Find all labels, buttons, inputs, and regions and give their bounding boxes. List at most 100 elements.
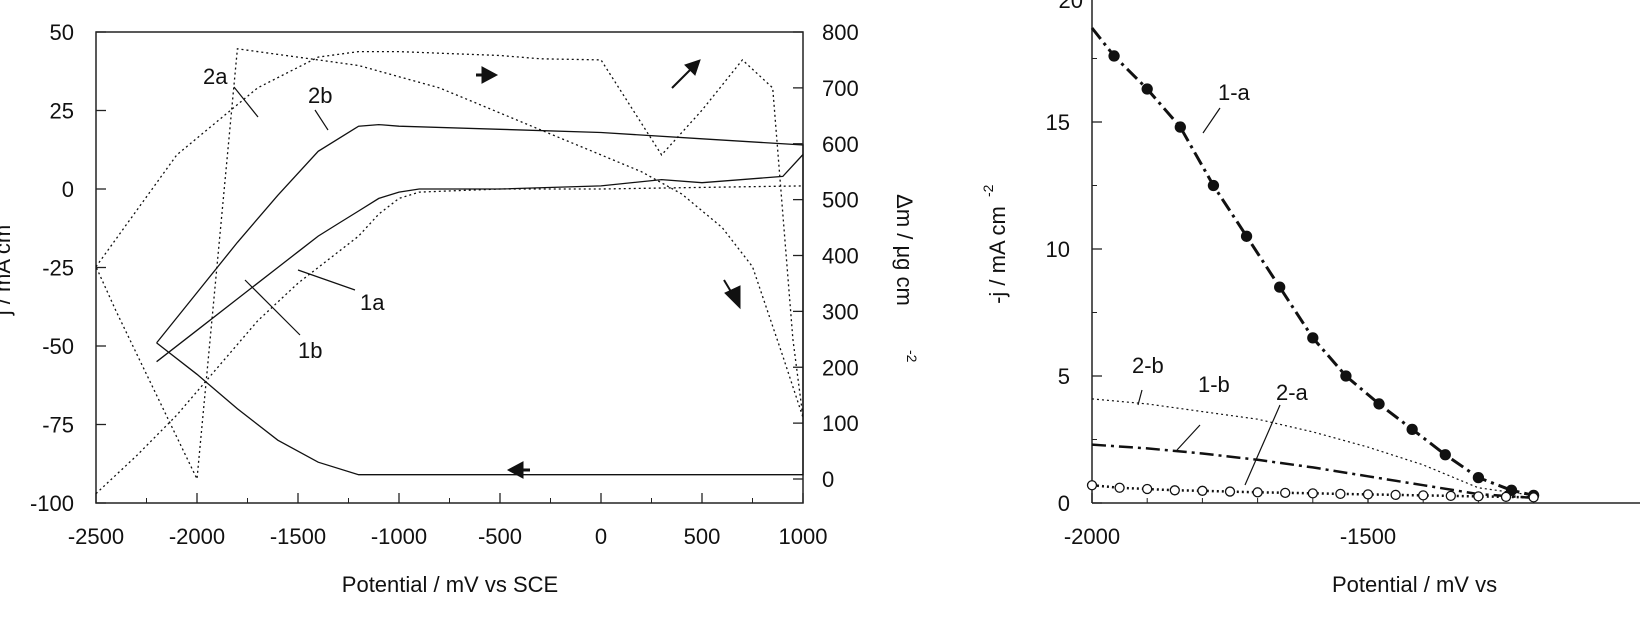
right-point-2-a [1307,488,1318,499]
left-x-tick-label: -1000 [371,524,427,549]
left-y2-tick-label: 300 [822,299,859,324]
right-label-2-b: 2-b [1132,353,1164,378]
right-point-1-a [1240,230,1253,242]
right-point-1-a [1373,398,1385,410]
right-point-1-a [1108,50,1120,62]
left-y2-tick-label: 100 [822,411,859,436]
right-y-tick-label: 15 [1046,110,1070,135]
left-y2-ticks: 800 700 600 500 400 300 200 100 0 [793,20,859,492]
right-y-axis-label: -j / mA cm [985,206,1010,304]
right-y-tick-label: 5 [1058,364,1070,389]
right-label-1-a: 1-a [1218,80,1251,105]
right-y-axis-label-group: -j / mA cm -2 [980,184,1010,304]
right-point-2-a [1528,492,1539,503]
right-series-1-a [1090,27,1534,497]
left-x-tick-label: -2500 [68,524,124,549]
right-series-1-b [1091,443,1534,500]
right-point-2-a [1197,485,1208,496]
right-point-2-a [1390,489,1401,501]
left-label-1a: 1a [360,290,385,315]
right-point-1-a [1439,449,1451,461]
right-point-2-a [1280,487,1291,498]
right-point-2-a [1252,487,1263,498]
left-y-tick-label: -100 [30,491,74,516]
arrow-left-icon [506,461,530,479]
left-y2-tick-label: 200 [822,355,859,380]
right-x-axis-label: Potential / mV vs [1332,572,1497,597]
left-label-1b: 1b [298,338,322,363]
right-point-1-a [1141,83,1153,95]
right-point-2-a [1114,482,1125,493]
right-point-1-a [1406,423,1418,435]
left-x-tick-label: 1000 [779,524,828,549]
right-point-2-a [1169,485,1180,496]
right-point-2-a [1142,483,1153,495]
right-y-ticks: 0 5 10 15 [1046,58,1102,516]
left-label-2a: 2a [203,64,228,89]
right-point-2-a [1086,480,1098,491]
right-point-1-a [1207,179,1220,192]
left-y2-axis-label: Δm / μg cm [892,194,917,306]
left-y-tick-label: -75 [42,413,74,438]
left-y2-tick-label: 700 [822,76,859,101]
left-y2-axis-label-group: Δm / μg cm -2 [892,194,920,363]
left-series-group [95,48,804,495]
left-leader-lines [233,86,356,336]
right-y-tick-20-partial: 20 [1059,0,1083,13]
right-point-2-a [1445,490,1456,502]
left-x-ticks: -2500 -2000 -1500 -1000 -500 0 500 1000 [68,493,828,549]
arrow-up-right-icon [671,59,701,89]
left-series-2b [156,123,804,476]
arrow-down-icon [723,279,741,310]
right-point-1-a [1174,121,1186,133]
right-series-group [1086,27,1540,503]
right-point-2-a [1473,491,1484,502]
left-x-tick-label: 0 [595,524,607,549]
right-point-2-a [1224,486,1236,497]
left-y2-tick-label: 0 [822,467,834,492]
right-y-tick-label: 10 [1046,237,1070,262]
left-series-2a [95,48,804,482]
right-y-axis-label-exp: -2 [980,184,996,197]
left-plot-frame [95,31,804,504]
left-y-ticks: 50 25 0 -25 -50 -75 -100 [30,20,106,516]
right-x-tick-label: -2000 [1064,524,1120,549]
left-y-tick-label: 0 [62,177,74,202]
left-x-tick-label: -1500 [270,524,326,549]
right-point-1-a [1274,281,1286,293]
right-point-2-a [1335,488,1346,500]
right-point-2-a [1418,490,1429,501]
left-y2-tick-label: 500 [822,188,859,213]
left-series-1a [95,185,804,495]
left-y2-axis-label-exp: -2 [904,350,920,363]
left-x-axis-label: Potential / mV vs SCE [342,572,558,597]
left-y-axis-label: j / mA cm [0,225,15,316]
right-series-2-b [1091,398,1534,496]
left-series-1b [156,154,804,363]
left-y2-tick-label: 400 [822,244,859,269]
left-label-2b: 2b [308,83,332,108]
left-x-tick-label: -2000 [169,524,225,549]
right-label-2-a: 2-a [1276,380,1309,405]
left-x-tick-label: 500 [684,524,721,549]
arrow-right-icon [476,66,499,84]
right-y-tick-label: 0 [1058,491,1070,516]
right-x-ticks: -2000 -1500 [1064,493,1535,549]
right-point-2-a [1500,491,1512,503]
right-point-1-a [1340,370,1352,382]
left-y-tick-label: 50 [50,20,74,45]
left-y2-tick-label: 800 [822,20,859,45]
left-y2-tick-label: 600 [822,132,859,157]
left-y-tick-label: -50 [42,334,74,359]
right-point-1-a [1307,332,1319,344]
direction-arrows [476,59,741,479]
left-x-tick-label: -500 [478,524,522,549]
left-y-tick-label: -25 [42,256,74,281]
right-label-1-b: 1-b [1198,372,1230,397]
right-leader-lines [1137,107,1281,486]
right-point-1-a [1472,471,1485,484]
right-x-tick-label: -1500 [1340,524,1396,549]
right-point-2-a [1362,489,1374,500]
left-y-tick-label: 25 [50,99,74,124]
